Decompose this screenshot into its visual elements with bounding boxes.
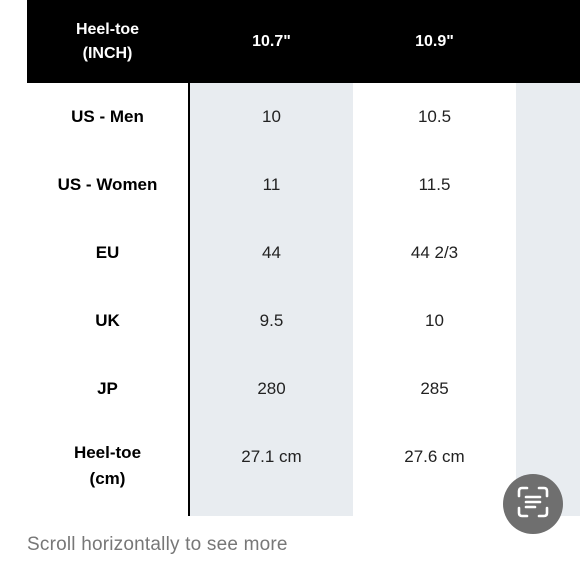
table-cell (516, 151, 580, 219)
table-cell: 10 (262, 107, 281, 126)
size-table[interactable]: Heel-toe (INCH) 10.7" 10.9" 1 US - Men 1… (27, 0, 580, 516)
table-cell: 11 (262, 175, 281, 194)
header-cell-10-9: 10.9" (415, 32, 454, 50)
row-label-eu: EU (95, 243, 120, 262)
header-cell-10-7: 10.7" (252, 32, 291, 50)
text-scan-icon (516, 485, 550, 524)
header-cell-heel-toe-inch: Heel-toe (INCH) (75, 20, 140, 62)
row-label-us-men: US - Men (71, 107, 144, 126)
table-cell: 44 2/3 (410, 243, 459, 262)
table-cell: 27.6 cm (404, 447, 465, 466)
table-cell: 10 (425, 311, 444, 330)
row-label-jp: JP (97, 379, 118, 398)
table-cell (516, 83, 580, 151)
table-cell: 27.1 cm (241, 447, 302, 466)
table-cell: 280 (257, 379, 286, 398)
table-cell: 11.5 (418, 175, 451, 194)
label-column-divider (188, 83, 190, 516)
table-cell: 285 (420, 379, 449, 398)
table-cell (516, 287, 580, 355)
scroll-hint-text: Scroll horizontally to see more (27, 534, 288, 555)
row-label-uk: UK (95, 311, 120, 330)
text-scan-button[interactable] (503, 474, 563, 534)
column-shade-3 (516, 83, 580, 516)
row-label-heel-toe-cm: Heel-toe (cm) (73, 443, 142, 488)
column-shade-1 (190, 83, 353, 516)
table-cell (516, 355, 580, 423)
table-cell: 9.5 (259, 311, 284, 330)
table-header-row: Heel-toe (INCH) 10.7" 10.9" 1 (27, 0, 580, 83)
table-cell: 4 (516, 219, 580, 287)
header-cell-partial: 1 (516, 0, 580, 83)
table-cell: 44 (262, 243, 281, 262)
table-cell: 10.5 (417, 107, 452, 126)
row-label-us-women: US - Women (57, 175, 158, 194)
